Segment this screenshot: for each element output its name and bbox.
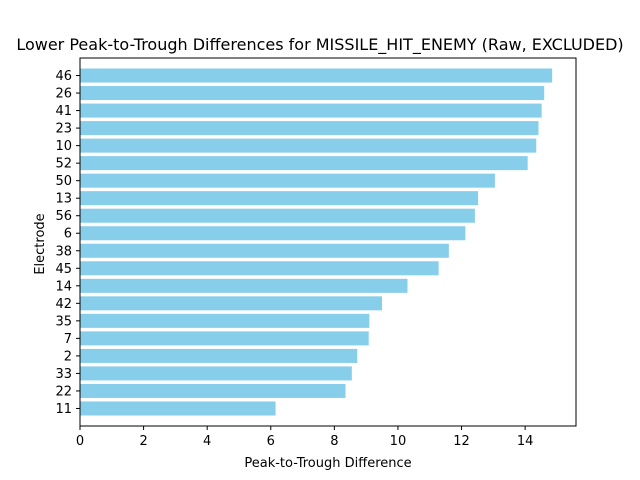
x-tick-label: 14 bbox=[517, 434, 534, 449]
bar-electrode-45 bbox=[80, 261, 439, 276]
y-tick-label: 11 bbox=[55, 402, 72, 417]
bar-electrode-41 bbox=[80, 103, 542, 118]
y-tick-labels: 11 22 33 2 7 35 42 14 45 38 6 56 13 50 52 10 23 41 26 46 bbox=[55, 69, 80, 417]
x-tick-label: 12 bbox=[453, 434, 470, 449]
y-tick-label: 46 bbox=[55, 69, 72, 84]
bar-electrode-13 bbox=[80, 191, 479, 206]
y-tick-label: 2 bbox=[64, 349, 72, 364]
y-tick-label: 42 bbox=[55, 297, 72, 312]
y-tick-label: 10 bbox=[55, 139, 72, 154]
x-tick-label: 6 bbox=[267, 434, 275, 449]
y-tick-label: 13 bbox=[55, 192, 72, 207]
bars-group bbox=[80, 68, 553, 416]
bar-electrode-7 bbox=[80, 331, 369, 346]
y-tick-label: 50 bbox=[55, 174, 72, 189]
x-tick-label: 8 bbox=[330, 434, 338, 449]
bar-electrode-38 bbox=[80, 243, 449, 258]
bar-electrode-52 bbox=[80, 156, 528, 171]
plot-frame bbox=[79, 57, 577, 427]
bar-electrode-2 bbox=[80, 348, 358, 363]
x-axis-label: Peak-to-Trough Difference bbox=[244, 456, 411, 471]
y-tick-label: 56 bbox=[55, 209, 72, 224]
chart-title: Lower Peak-to-Trough Differences for MIS… bbox=[16, 35, 623, 55]
y-tick-label: 22 bbox=[55, 384, 72, 399]
y-axis-label: Electrode bbox=[33, 213, 48, 274]
y-tick-label: 23 bbox=[55, 122, 72, 137]
bar-electrode-46 bbox=[80, 68, 553, 83]
y-tick-label: 45 bbox=[55, 262, 72, 277]
x-tick-label: 4 bbox=[203, 434, 211, 449]
bar-electrode-50 bbox=[80, 173, 495, 188]
bar-electrode-35 bbox=[80, 313, 370, 328]
y-tick-label: 41 bbox=[55, 104, 72, 119]
x-tick-label: 10 bbox=[390, 434, 407, 449]
y-tick-label: 35 bbox=[55, 314, 72, 329]
y-tick-label: 14 bbox=[55, 279, 72, 294]
bar-electrode-23 bbox=[80, 121, 539, 136]
bar-electrode-6 bbox=[80, 226, 466, 241]
y-tick-label: 6 bbox=[64, 227, 72, 242]
bar-electrode-14 bbox=[80, 278, 408, 293]
y-tick-label: 52 bbox=[55, 157, 72, 172]
y-tick-label: 33 bbox=[55, 367, 72, 382]
x-tick-label: 2 bbox=[139, 434, 147, 449]
x-ticks: 0 2 4 6 8 10 12 14 bbox=[76, 426, 534, 449]
bar-electrode-26 bbox=[80, 86, 545, 101]
bar-electrode-56 bbox=[80, 208, 475, 223]
bar-electrode-11 bbox=[80, 401, 276, 416]
y-tick-label: 38 bbox=[55, 244, 72, 259]
bar-electrode-10 bbox=[80, 138, 537, 153]
x-tick-label: 0 bbox=[76, 434, 84, 449]
bar-electrode-42 bbox=[80, 296, 383, 311]
y-tick-label: 7 bbox=[64, 332, 72, 347]
bar-electrode-22 bbox=[80, 383, 346, 398]
bar-electrode-33 bbox=[80, 366, 352, 381]
y-tick-label: 26 bbox=[55, 87, 72, 102]
